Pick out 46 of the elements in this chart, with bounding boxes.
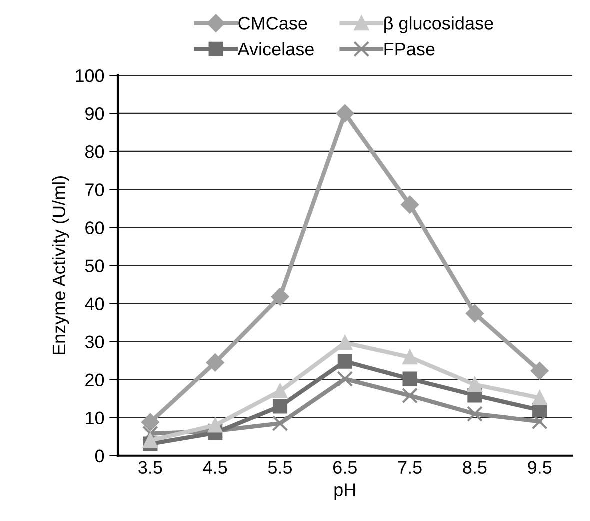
point	[532, 390, 548, 406]
point	[272, 416, 288, 432]
legend-label: Avicelase	[238, 42, 314, 56]
y-tick-label: 80	[86, 146, 104, 158]
x-tick-label: 9.5	[528, 461, 552, 474]
y-tick-label: 20	[86, 374, 104, 387]
y-tick-label: 40	[85, 298, 104, 310]
legend-label: FPase	[384, 43, 435, 56]
x-tick-label: 8.5	[463, 461, 487, 474]
point	[466, 406, 483, 422]
x-tick-label: 5.5	[268, 461, 292, 474]
point	[402, 388, 418, 404]
point	[143, 433, 158, 448]
point	[272, 399, 288, 414]
point	[142, 414, 160, 432]
point	[532, 414, 548, 430]
legend-label: β glucosidase	[384, 16, 494, 34]
y-tick-label: 100	[76, 69, 104, 82]
point	[402, 372, 418, 386]
y-tick-label: 0	[95, 450, 104, 463]
point	[338, 336, 352, 350]
x-tick-label: 6.5	[334, 461, 357, 474]
point	[271, 288, 290, 306]
point	[401, 196, 419, 214]
point	[338, 354, 352, 369]
x-tick-label: 4.5	[203, 461, 228, 474]
point	[336, 104, 354, 122]
legend-label: CMCase	[238, 17, 308, 30]
point	[466, 304, 484, 323]
point	[468, 377, 482, 392]
y-tick-label: 90	[86, 108, 104, 120]
x-tick-label: 3.5	[138, 461, 162, 474]
y-axis-title: Enzyme Activity (U/ml)	[52, 176, 70, 355]
x-tick-label: 7.5	[398, 461, 422, 474]
point	[337, 371, 354, 388]
y-tick-label: 50	[85, 260, 104, 272]
y-tick-label: 70	[86, 184, 104, 196]
point	[208, 418, 223, 433]
point	[530, 362, 549, 380]
point	[206, 354, 224, 372]
point	[272, 384, 288, 399]
point	[402, 350, 418, 365]
y-tick-label: 10	[86, 412, 104, 425]
y-tick-label: 30	[85, 336, 104, 348]
x-axis-title: pH	[334, 484, 356, 500]
y-tick-label: 60	[86, 222, 104, 234]
